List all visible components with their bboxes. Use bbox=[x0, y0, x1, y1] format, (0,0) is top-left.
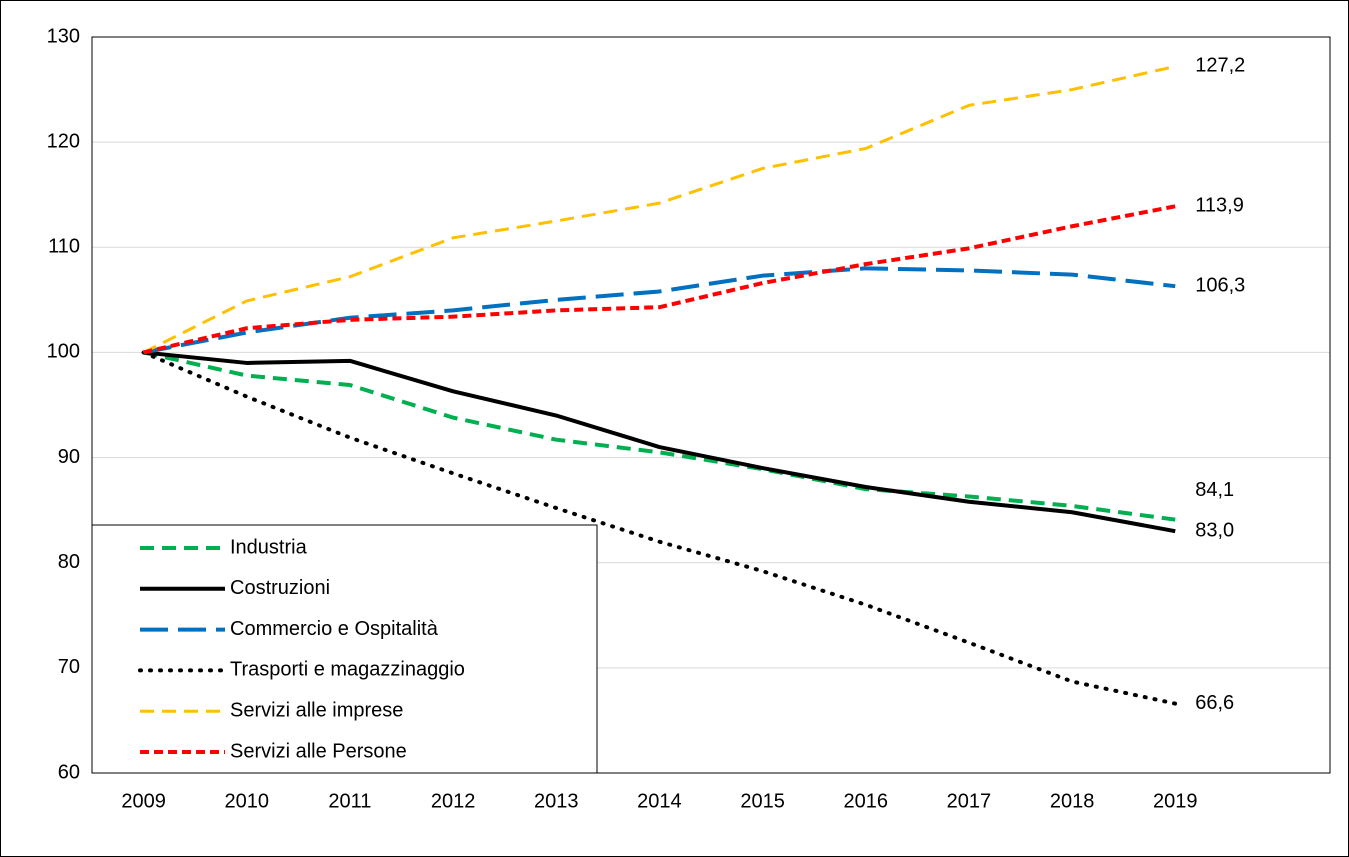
y-tick-label: 100 bbox=[47, 341, 80, 363]
x-tick-label: 2017 bbox=[947, 790, 992, 812]
x-tick-label: 2013 bbox=[534, 790, 579, 812]
series-line bbox=[143, 204, 1176, 355]
value-label: 66,6 bbox=[1195, 692, 1234, 714]
y-tick-label: 60 bbox=[58, 761, 80, 783]
x-tick-label: 2016 bbox=[844, 790, 889, 812]
legend-label: Servizi alle imprese bbox=[230, 699, 403, 721]
x-tick-label: 2009 bbox=[121, 790, 166, 812]
value-label: 113,9 bbox=[1195, 195, 1244, 217]
y-tick-label: 110 bbox=[48, 236, 80, 258]
value-label: 83,0 bbox=[1195, 519, 1234, 541]
x-tick-label: 2010 bbox=[225, 790, 270, 812]
x-tick-label: 2015 bbox=[740, 790, 785, 812]
x-tick-label: 2012 bbox=[431, 790, 476, 812]
legend-label: Commercio e Ospitalità bbox=[230, 618, 439, 640]
value-label: 84,1 bbox=[1195, 479, 1234, 501]
x-tick-label: 2018 bbox=[1050, 790, 1095, 812]
series-line bbox=[142, 64, 1176, 354]
plot-border bbox=[91, 36, 1331, 774]
legend: Industria Costruzioni Commercio e Ospitali… bbox=[91, 524, 598, 774]
x-tick-label: 2011 bbox=[328, 790, 371, 812]
y-tick-label: 70 bbox=[58, 656, 80, 678]
legend-label: Costruzioni bbox=[230, 577, 330, 599]
y-tick-label: 90 bbox=[58, 446, 80, 468]
y-tick-label: 120 bbox=[47, 130, 80, 152]
series-line bbox=[143, 350, 1176, 534]
legend-box bbox=[91, 524, 598, 774]
series-line bbox=[141, 350, 1178, 706]
y-tick-label: 130 bbox=[47, 25, 80, 47]
x-tick-label: 2019 bbox=[1153, 790, 1198, 812]
legend-label: Servizi alle Persone bbox=[230, 740, 407, 762]
legend-label: Industria bbox=[230, 536, 308, 558]
legend-label: Trasporti e magazzinaggio bbox=[230, 659, 465, 681]
y-tick-label: 80 bbox=[58, 551, 80, 573]
value-label: 127,2 bbox=[1195, 55, 1245, 77]
value-label: 106,3 bbox=[1195, 274, 1245, 296]
x-tick-label: 2014 bbox=[637, 790, 682, 812]
